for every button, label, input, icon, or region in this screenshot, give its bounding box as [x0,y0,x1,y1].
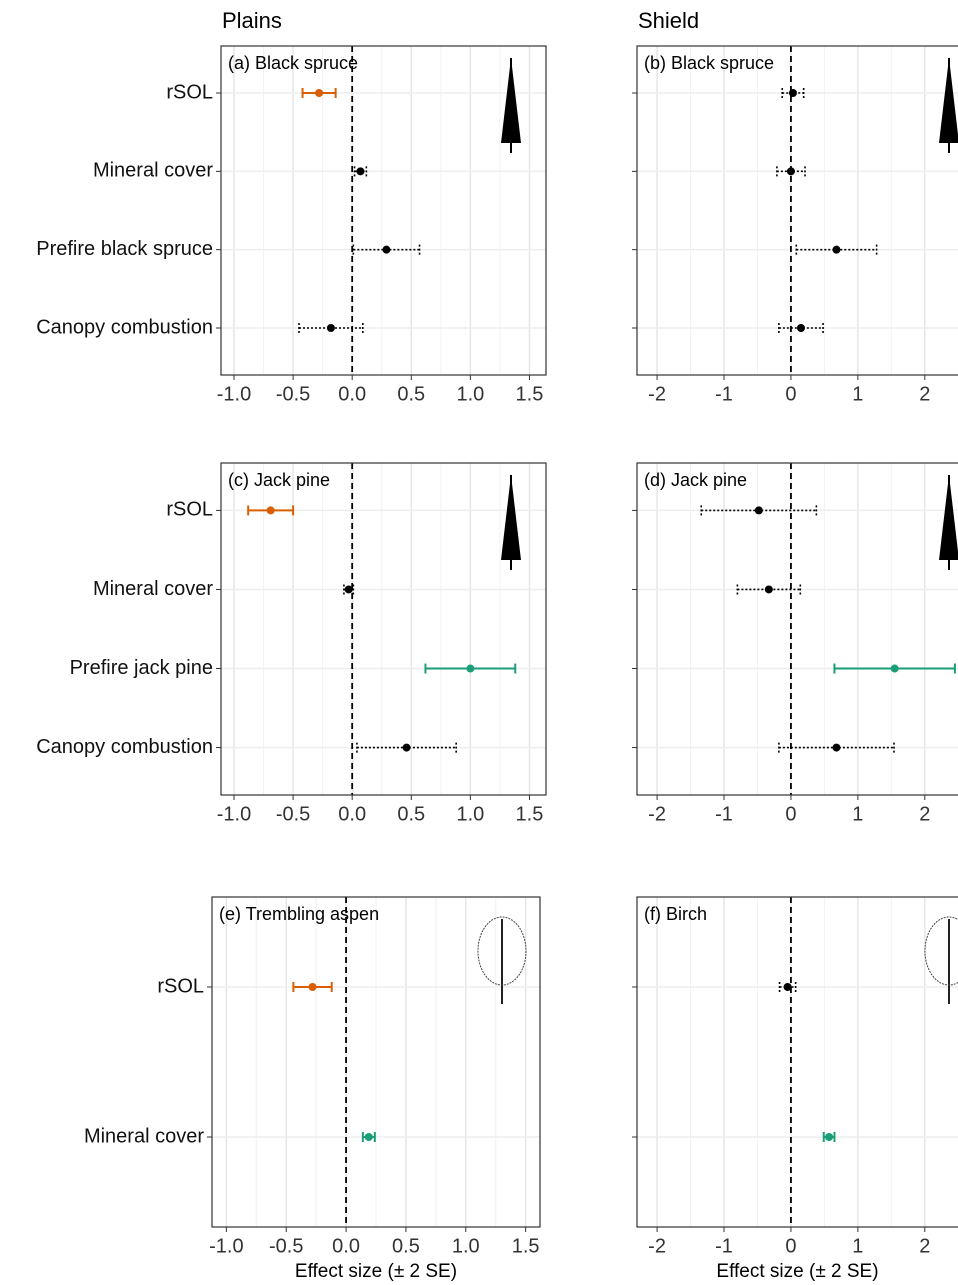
y-tick-label: Prefire jack pine [70,657,213,679]
x-axis-label: Effect size (± 2 SE) [295,1261,457,1282]
x-tick-label: -1 [715,803,733,825]
point [402,743,411,752]
x-tick-label: -2 [648,383,666,405]
x-tick-label: -1 [715,1235,733,1257]
point [764,585,773,594]
y-tick-label: Prefire black spruce [36,238,213,260]
x-tick-label: -0.5 [276,383,310,405]
x-tick-label: 0.5 [397,383,425,405]
plot-frame [220,462,547,796]
panel-label: (a) Black spruce [228,53,358,73]
x-tick-label: -1.0 [209,1235,243,1257]
point [890,664,899,673]
point [832,743,841,752]
x-tick-label: 1 [852,383,863,405]
y-tick-label: rSOL [166,81,213,103]
tree-icon [501,58,521,143]
panel-label: (b) Black spruce [644,53,774,73]
tree-icon [477,916,527,986]
y-tick-label: Mineral cover [84,1125,204,1147]
column-title: Plains [222,8,282,33]
point [466,664,475,673]
x-tick-label: -0.5 [269,1235,303,1257]
plot-background [221,463,546,795]
x-tick-label: 0.0 [332,1235,360,1257]
tree-icon [924,916,958,986]
x-tick-label: 2 [919,803,930,825]
point [786,167,795,176]
x-tick-label: 1.0 [456,803,484,825]
x-tick-label: 0.5 [392,1235,420,1257]
x-tick-label: 1.5 [516,803,544,825]
x-tick-label: 0 [785,803,796,825]
plot-frame [636,462,958,796]
point [364,1133,373,1141]
x-tick-label: 1.5 [516,383,544,405]
point [356,167,365,176]
y-tick-label: Mineral cover [93,578,213,600]
x-tick-label: -1.0 [217,383,251,405]
point [788,89,797,97]
x-tick-label: 0.0 [338,803,366,825]
panel-label: (c) Jack pine [228,470,330,490]
x-tick-label: 2 [919,383,930,405]
x-tick-label: -1.0 [217,803,251,825]
x-tick-label: 0 [785,383,796,405]
plot-frame [220,45,547,376]
y-tick-label: Mineral cover [93,160,213,182]
point [326,324,335,332]
x-tick-label: 0 [785,1235,796,1257]
point [315,89,324,97]
x-tick-label: -2 [648,803,666,825]
plot-background [637,897,958,1227]
tree-icon [939,58,958,143]
point [825,1133,834,1141]
x-tick-label: 1 [852,1235,863,1257]
x-tick-label: 0.5 [397,803,425,825]
x-tick-label: -1 [715,383,733,405]
plot-frame [636,45,958,376]
plot-background [221,46,546,375]
x-tick-label: 1 [852,803,863,825]
y-tick-label: Canopy combustion [36,316,213,338]
panel-label: (f) Birch [644,904,707,924]
panel-label: (d) Jack pine [644,470,747,490]
point [754,506,763,515]
point [832,245,841,254]
x-tick-label: -2 [648,1235,666,1257]
x-tick-label: -0.5 [276,803,310,825]
y-tick-label: rSOL [166,499,213,521]
point [266,506,275,515]
x-tick-label: 1.0 [456,383,484,405]
point [783,983,792,991]
y-tick-label: Canopy combustion [36,736,213,758]
x-tick-label: 0.0 [338,383,366,405]
tree-icon [939,475,958,560]
plot-frame [636,896,958,1228]
panel-label: (e) Trembling aspen [219,904,379,924]
y-tick-label: rSOL [157,975,204,997]
plot-background [637,46,958,375]
plot-background [637,463,958,795]
point [382,245,391,254]
point [796,324,805,332]
x-axis-label: Effect size (± 2 SE) [716,1261,878,1282]
point [308,983,317,991]
x-tick-label: 1.5 [512,1235,540,1257]
column-title: Shield [638,8,699,33]
tree-icon [501,475,521,560]
x-tick-label: 2 [919,1235,930,1257]
x-tick-label: 1.0 [452,1235,480,1257]
plot-frame [211,896,541,1228]
point [344,585,353,594]
